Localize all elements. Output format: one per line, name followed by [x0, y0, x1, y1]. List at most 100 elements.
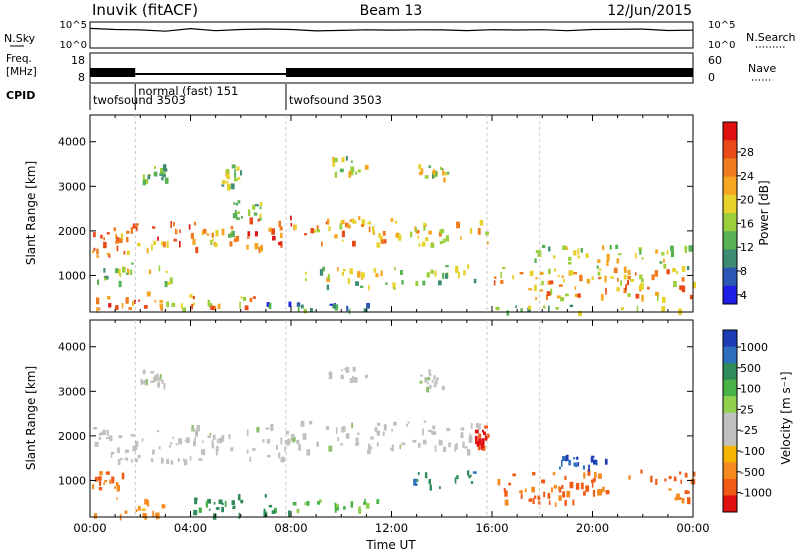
scatter-cell-34	[194, 221, 197, 226]
scatter-cell-265	[424, 472, 428, 479]
scatter-cell-244	[385, 282, 388, 285]
scatter-cell-46	[101, 431, 105, 435]
scatter-cell-235	[347, 277, 350, 285]
scatter-cell-283	[672, 268, 676, 273]
scatter-cell-262	[468, 476, 471, 479]
scatter-cell-330	[583, 491, 586, 496]
scatter-cell-43	[179, 241, 181, 248]
scatter-cell-464	[233, 202, 236, 205]
scatter-cell-398	[433, 384, 437, 388]
scatter-cell-83	[284, 446, 286, 452]
scatter-cell-22	[150, 458, 154, 463]
freq-left-tick-bottom: 8	[78, 71, 85, 84]
scatter-cell-60	[209, 432, 212, 436]
scatter-cell-98	[321, 241, 323, 247]
velocity-colorbar-swatch-0	[723, 330, 737, 348]
scatter-cell-354	[686, 266, 690, 271]
noise-left-tick-bottom: 10^0	[60, 40, 87, 51]
scatter-cell-240	[322, 266, 325, 272]
scatter-cell-344	[549, 280, 554, 285]
scatter-cell-107	[355, 442, 360, 446]
velocity-colorbar-tick-label-6: -500	[740, 466, 765, 479]
scatter-cell-270	[655, 291, 659, 296]
scatter-cell-217	[167, 281, 171, 286]
scatter-cell-244	[358, 506, 361, 513]
scatter-cell-307	[662, 296, 666, 303]
scatter-cell-159	[484, 425, 488, 429]
scatter-cell-75	[290, 215, 292, 221]
scatter-cell-379	[681, 265, 686, 272]
power-colorbar-swatch-7	[723, 249, 737, 269]
power-colorbar-tick-label-0: 28	[740, 146, 754, 159]
scatter-cell-473	[495, 306, 500, 311]
scatter-cell-453	[435, 170, 438, 177]
scatter-cell-227	[326, 277, 331, 282]
scatter-cell-301	[673, 281, 677, 288]
scatter-cell-45	[166, 458, 170, 465]
scatter-cell-29	[126, 230, 130, 234]
scatter-cell-269	[497, 479, 501, 486]
scatter-cell-304	[548, 268, 551, 275]
scatter-cell-324	[512, 275, 514, 280]
scatter-cell-23	[126, 457, 128, 462]
scatter-cell-85	[390, 218, 394, 222]
scatter-cell-251	[439, 486, 441, 490]
scatter-cell-12	[130, 227, 133, 234]
noise-panel: N.Sky 10^5 10^0 10^5 10^0 N.Search	[4, 20, 796, 51]
scatter-cell-249	[292, 502, 297, 506]
scatter-cell-85	[266, 439, 271, 444]
scatter-cell-83	[290, 223, 293, 227]
scatter-cell-456	[237, 211, 241, 214]
scatter-cell-273	[531, 486, 535, 493]
scatter-cell-38	[120, 239, 123, 243]
scatter-cell-308	[529, 270, 534, 277]
scatter-cell-398	[162, 174, 166, 178]
scatter-cell-84	[256, 426, 260, 433]
scatter-cell-317	[597, 489, 600, 496]
scatter-cell-340	[500, 271, 502, 279]
scatter-cell-96	[360, 224, 364, 227]
scatter-cell-437	[348, 170, 352, 178]
scatter-cell-64	[211, 444, 214, 449]
scatter-cell-381	[341, 369, 343, 372]
scatter-cell-237	[343, 506, 346, 510]
scatter-cell-169	[486, 433, 490, 438]
scatter-cell-34	[109, 435, 113, 442]
scatter-cell-235	[334, 506, 337, 513]
scatter-cell-101	[399, 444, 401, 450]
scatter-cell-350	[553, 255, 556, 259]
scatter-cell-340	[562, 456, 566, 461]
scatter-cell-142	[391, 428, 394, 432]
scatter-cell-25	[106, 232, 110, 235]
scatter-cell-238	[376, 499, 380, 505]
scatter-cell-268	[575, 483, 580, 490]
scatter-cell-218	[131, 262, 134, 265]
scatter-cell-350	[577, 462, 580, 467]
scatter-cell-100	[377, 422, 381, 426]
scatter-cell-318	[586, 278, 590, 284]
velocity-colorbar-swatch-8	[723, 462, 737, 480]
scatter-cell-312	[655, 478, 658, 485]
scatter-cell-230	[337, 267, 339, 272]
scatter-cell-303	[580, 482, 584, 490]
scatter-cell-289	[524, 488, 527, 493]
scatter-cell-187	[116, 484, 120, 492]
velocity-colorbar-tick-label-2: 100	[740, 383, 761, 396]
scatter-cell-229	[208, 508, 211, 511]
scatter-cell-310	[684, 472, 688, 478]
scatter-cell-10	[93, 427, 98, 430]
scatter-cell-282	[534, 284, 537, 292]
scatter-cell-219	[218, 499, 223, 505]
scatter-cell-431	[332, 156, 335, 164]
scatter-cell-322	[574, 293, 578, 297]
scatter-cell-140	[325, 426, 330, 430]
scatter-cell-174	[182, 307, 186, 313]
scatter-cell-311	[647, 286, 650, 290]
scatter-cell-223	[158, 265, 161, 272]
scatter-cell-33	[188, 224, 191, 230]
scatter-cell-292	[519, 490, 523, 494]
scatter-cell-363	[684, 245, 688, 251]
scatter-cell-22	[151, 244, 153, 251]
velocity-colorbar-tick-label-0: 1000	[740, 341, 768, 354]
scatter-cell-177	[239, 301, 241, 309]
